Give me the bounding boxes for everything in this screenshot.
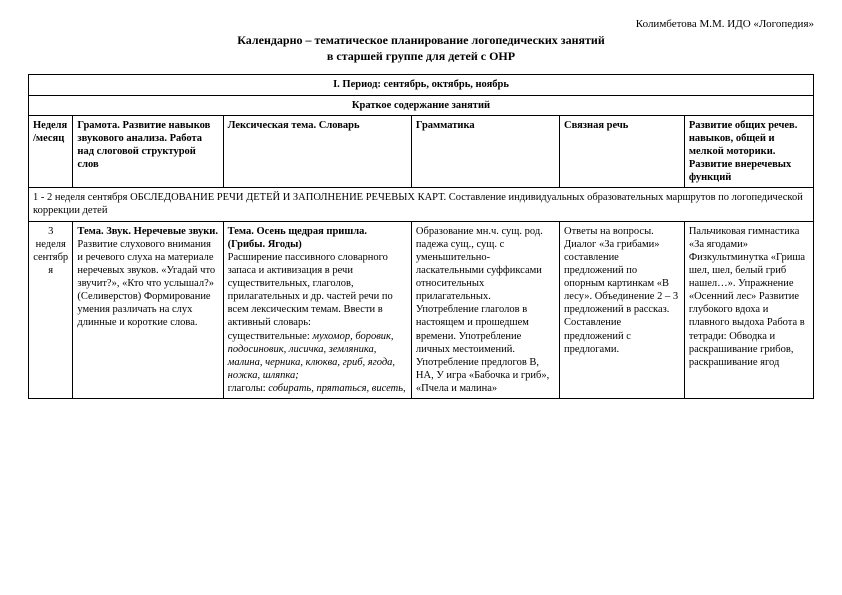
cell-gramota: Тема. Звук. Неречевые звуки. Развитие сл… <box>73 221 223 399</box>
period-header: I. Период: сентябрь, октябрь, ноябрь <box>29 75 814 95</box>
header-col4: Связная речь <box>560 115 685 188</box>
header-col2: Лексическая тема. Словарь <box>223 115 411 188</box>
title-line-1: Календарно – тематическое планирование л… <box>237 33 605 47</box>
header-col1: Грамота. Развитие навыков звукового анал… <box>73 115 223 188</box>
verb-label: глаголы: <box>228 383 266 394</box>
header-col5: Развитие общих речев. навыков, общей и м… <box>684 115 813 188</box>
table-row: 3 неделя сентября Тема. Звук. Неречевые … <box>29 221 814 399</box>
lexical-body: Расширение пассивного словарного запаса … <box>228 252 393 329</box>
title-line-2: в старшей группе для детей с ОНР <box>327 49 515 63</box>
cell-lexical: Тема. Осень щедрая пришла. (Грибы. Ягоды… <box>223 221 411 399</box>
planning-table: I. Период: сентябрь, октябрь, ноябрь Кра… <box>28 74 814 399</box>
document-title: Календарно – тематическое планирование л… <box>28 32 814 64</box>
header-week: Неделя/месяц <box>29 115 73 188</box>
author-line: Колимбетова М.М. ИДО «Логопедия» <box>28 18 814 30</box>
lexical-topic: Тема. Осень щедрая пришла. (Грибы. Ягоды… <box>228 226 367 250</box>
cell-development: Пальчиковая гимнастика «За ягодами» Физк… <box>684 221 813 399</box>
verb-list: собирать, прятаться, висеть, <box>268 383 405 394</box>
gramota-body: Развитие слухового внимания и речевого с… <box>77 239 215 329</box>
cell-speech: Ответы на вопросы. Диалог «За грибами» с… <box>560 221 685 399</box>
span-row-weeks-1-2: 1 - 2 неделя сентября ОБСЛЕДОВАНИЕ РЕЧИ … <box>29 188 814 221</box>
gramota-topic: Тема. Звук. Неречевые звуки. <box>77 226 218 237</box>
cell-grammar: Образование мн.ч. сущ. род. падежа сущ.,… <box>411 221 559 399</box>
header-col3: Грамматика <box>411 115 559 188</box>
cell-week-3: 3 неделя сентября <box>29 221 73 399</box>
content-subheader: Краткое содержание занятий <box>29 95 814 115</box>
noun-label: существительные: <box>228 331 310 342</box>
